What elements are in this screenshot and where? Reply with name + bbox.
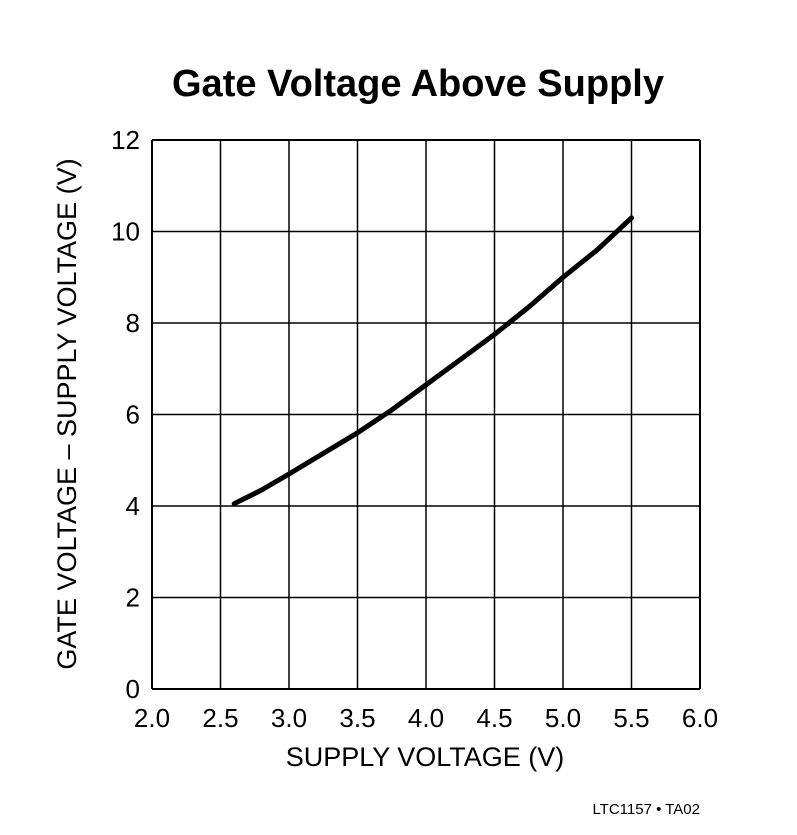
y-tick-label: 2 bbox=[126, 583, 140, 613]
y-tick-label: 12 bbox=[111, 125, 140, 155]
x-axis-label: SUPPLY VOLTAGE (V) bbox=[286, 742, 565, 772]
y-tick-label: 6 bbox=[126, 400, 140, 430]
x-tick-label: 6.0 bbox=[682, 703, 718, 733]
x-tick-label: 2.5 bbox=[202, 703, 238, 733]
y-tick-label: 10 bbox=[111, 217, 140, 247]
x-tick-label: 3.5 bbox=[339, 703, 375, 733]
grid bbox=[151, 139, 701, 690]
x-tick-label: 2.0 bbox=[134, 703, 170, 733]
y-tick-label: 4 bbox=[126, 491, 140, 521]
y-axis-label: GATE VOLTAGE – SUPPLY VOLTAGE (V) bbox=[52, 158, 82, 669]
y-tick-labels: 0 2 4 6 8 10 12 bbox=[111, 125, 140, 704]
y-tick-label: 8 bbox=[126, 308, 140, 338]
x-tick-label: 3.0 bbox=[271, 703, 307, 733]
chart-title: Gate Voltage Above Supply bbox=[172, 63, 664, 105]
y-tick-label: 0 bbox=[126, 674, 140, 704]
x-tick-labels: 2.0 2.5 3.0 3.5 4.0 4.5 5.0 5.5 6.0 bbox=[134, 703, 718, 733]
series-line bbox=[231, 215, 634, 507]
x-tick-label: 5.0 bbox=[545, 703, 581, 733]
figure-footnote: LTC1157 • TA02 bbox=[592, 801, 700, 818]
x-tick-label: 5.5 bbox=[613, 703, 649, 733]
x-tick-label: 4.0 bbox=[408, 703, 444, 733]
x-tick-label: 4.5 bbox=[476, 703, 512, 733]
